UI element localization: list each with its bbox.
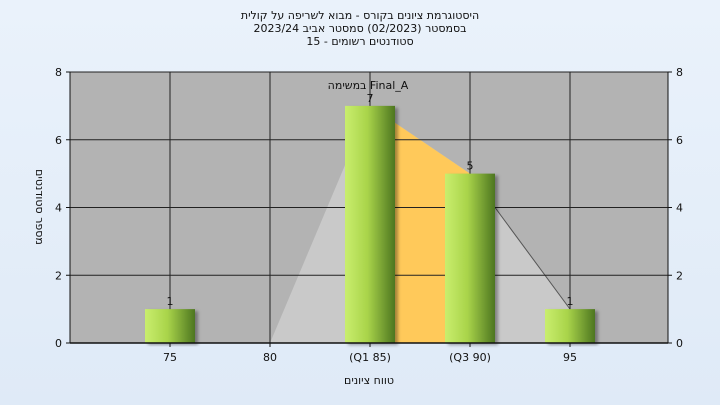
- x-tick-label-3: (Q3 90): [449, 351, 491, 364]
- y-tick-label-right: 6: [676, 134, 683, 147]
- y-tick-label-right: 0: [676, 337, 683, 350]
- y-tick-label-left: 8: [55, 66, 62, 79]
- y-tick-label-left: 6: [55, 134, 62, 147]
- title-line-3: סטודנטים רשומים - 15: [306, 35, 414, 48]
- y-axis-title: מספר סטודנטים: [33, 169, 46, 245]
- x-tick-label-4: 95: [563, 351, 577, 364]
- data-label-0: 1: [167, 295, 174, 308]
- bar-4: [545, 309, 595, 343]
- x-axis-title: טווח ציונים: [344, 374, 394, 387]
- title-line-1: היסטוגרמת ציונים בקורס - מבוא לשריפה על …: [240, 9, 480, 22]
- data-label-4: 1: [567, 295, 574, 308]
- axes: [66, 71, 672, 347]
- x-tick-label-0: 75: [163, 351, 177, 364]
- bar-2: [345, 105, 395, 343]
- y-tick-label-left: 0: [55, 337, 62, 350]
- y-tick-label-left: 2: [55, 269, 62, 282]
- y-tick-label-right: 2: [676, 269, 683, 282]
- y-tick-label-right: 8: [676, 66, 683, 79]
- y-tick-label-right: 4: [676, 202, 683, 215]
- annotation-label: Final_A במשימה: [328, 79, 409, 92]
- y-tick-label-left: 4: [55, 202, 62, 215]
- chart-title: היסטוגרמת ציונים בקורס - מבוא לשריפה על …: [0, 9, 720, 48]
- x-tick-label-1: 80: [263, 351, 277, 364]
- title-line-2: בסמסטר (02/2023) סמסטר אביב 2023/24: [253, 22, 467, 35]
- bars: [145, 105, 595, 343]
- bar-0: [145, 309, 195, 343]
- data-label-2: 7: [367, 92, 374, 105]
- x-tick-label-2: (Q1 85): [349, 351, 391, 364]
- bar-3: [445, 173, 495, 343]
- data-label-3: 5: [467, 160, 474, 173]
